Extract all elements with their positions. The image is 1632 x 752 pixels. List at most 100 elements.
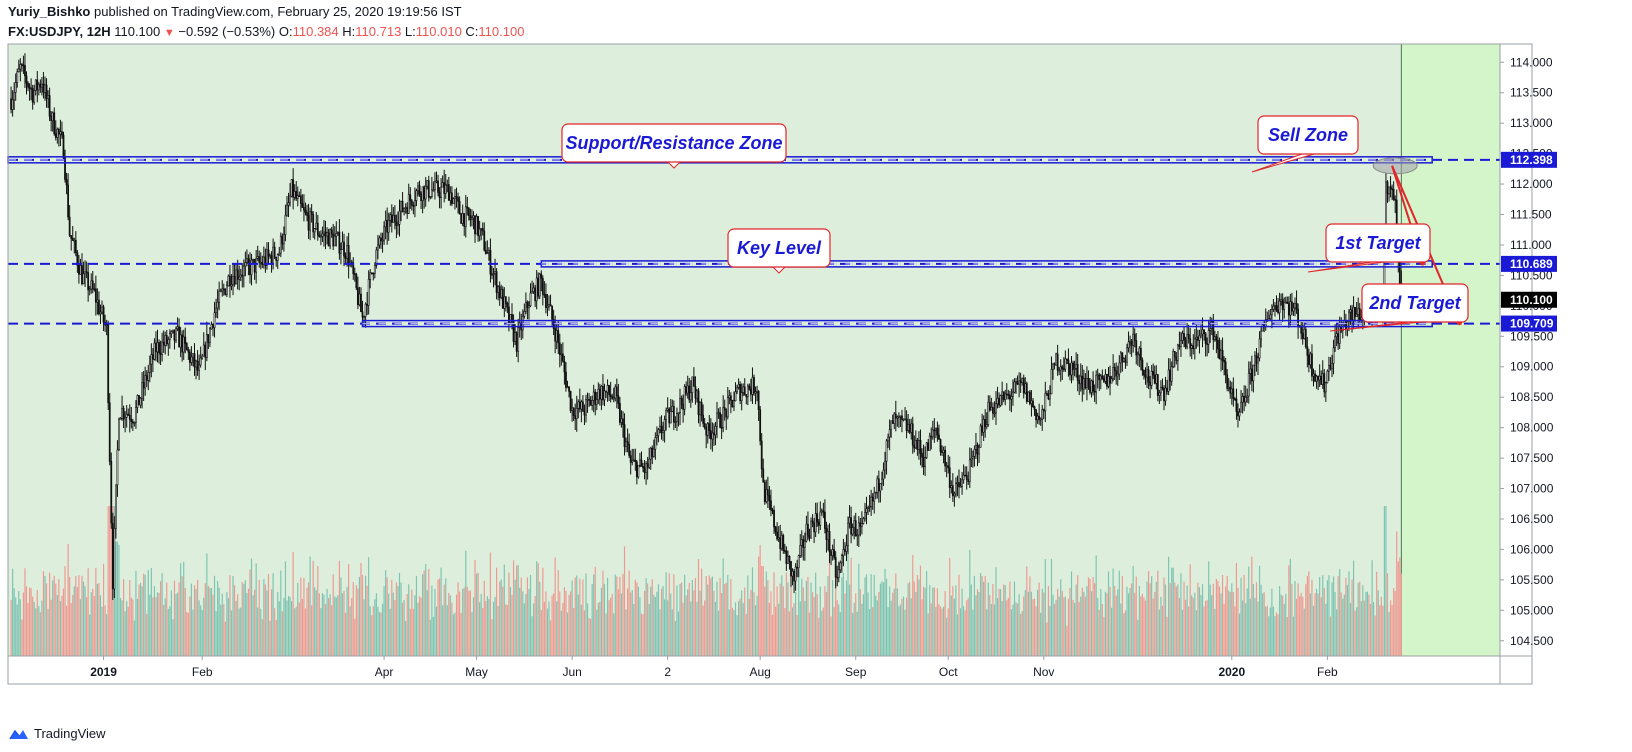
candle-body [628, 443, 631, 456]
volume-bar [1053, 603, 1056, 656]
candle-body [108, 402, 111, 462]
candle-body [905, 418, 908, 431]
volume-bars [10, 506, 1402, 656]
volume-bar [1087, 577, 1090, 656]
volume-bar [286, 600, 288, 656]
volume-bar [186, 611, 188, 656]
candle-body [1055, 353, 1057, 366]
candle-body [1351, 309, 1353, 321]
volume-bar [946, 617, 948, 656]
candle-body [34, 79, 37, 91]
candle-body [913, 444, 916, 449]
volume-bar [1067, 598, 1070, 656]
volume-bar [183, 561, 185, 656]
volume-bar [522, 591, 524, 656]
volume-bar [1283, 603, 1285, 656]
volume-bar [1070, 571, 1073, 656]
callout-text: Sell Zone [1268, 125, 1348, 145]
volume-bar [1269, 607, 1271, 656]
candle-body [1008, 394, 1011, 400]
candle-body [594, 391, 597, 405]
candle-body [961, 479, 963, 487]
candle-body [1223, 360, 1226, 363]
volume-bar [1303, 608, 1305, 656]
volume-bar [932, 587, 934, 656]
volume-bar [1129, 588, 1131, 656]
candle-body [229, 275, 231, 287]
candle-body [304, 209, 307, 213]
volume-bar [1288, 565, 1290, 656]
candle-body [617, 395, 620, 404]
volume-bar [642, 614, 644, 656]
candle-body [378, 237, 381, 246]
volume-bar [918, 579, 920, 656]
volume-bar [665, 572, 667, 656]
candle-body [352, 262, 355, 274]
candle-body [495, 271, 498, 293]
tradingview-brand[interactable]: TradingView [8, 726, 106, 741]
candle-body [1238, 411, 1241, 417]
candle-body [626, 441, 629, 445]
volume-bar [537, 563, 539, 656]
volume-bar [713, 590, 715, 656]
volume-bar [385, 570, 387, 656]
candle-body [1004, 393, 1007, 400]
volume-bar [1164, 584, 1167, 656]
candle-body [682, 404, 684, 410]
candle-body [680, 397, 683, 405]
volume-bar [1083, 591, 1085, 656]
volume-bar [841, 577, 843, 656]
volume-bar [858, 563, 860, 656]
candle-body [184, 336, 187, 344]
volume-bar [922, 586, 925, 656]
volume-bar [158, 592, 160, 656]
volume-bar [1047, 586, 1049, 656]
candle-body [1217, 339, 1219, 350]
candle-body [71, 238, 74, 241]
candle-body [170, 331, 173, 335]
candle-body [810, 520, 812, 539]
candle-body [1005, 393, 1008, 396]
candle-body [1152, 370, 1155, 376]
volume-bar [1257, 601, 1259, 656]
volume-bar [1249, 598, 1251, 656]
author-name[interactable]: Yuriy_Bishko [8, 4, 91, 19]
volume-bar [227, 598, 230, 656]
volume-bar [1374, 615, 1376, 656]
volume-bar [955, 585, 957, 656]
candle-body [566, 386, 569, 389]
candle-body [1230, 388, 1233, 394]
volume-bar [1024, 590, 1026, 656]
symbol-label[interactable]: FX:USDJPY, 12H [8, 24, 111, 39]
volume-bar [321, 593, 324, 656]
volume-bar [568, 594, 570, 656]
candle-body [1306, 346, 1309, 356]
volume-bar [873, 574, 875, 656]
candle-body [831, 549, 834, 556]
candle-body [384, 220, 387, 228]
volume-bar [488, 599, 490, 656]
candle-body [797, 555, 800, 569]
candle-body [674, 421, 677, 423]
candle-body [655, 435, 658, 438]
candle-body [1237, 411, 1239, 417]
candle-body [561, 353, 564, 362]
candle-body [870, 496, 873, 507]
volume-bar [138, 584, 140, 656]
volume-bar [16, 604, 18, 656]
candle-body [216, 301, 219, 309]
candle-body [824, 511, 826, 529]
candle-body [765, 489, 768, 503]
volume-bar [1311, 579, 1313, 656]
candle-body [790, 561, 792, 577]
candle-body [133, 422, 136, 424]
candle-body [340, 249, 342, 254]
candle-body [785, 550, 788, 564]
volume-bar [1155, 581, 1157, 656]
volume-bar [452, 614, 455, 656]
volume-bar [560, 610, 562, 656]
candle-body [1086, 378, 1088, 388]
volume-bar [291, 601, 293, 656]
candle-body [1297, 308, 1299, 326]
